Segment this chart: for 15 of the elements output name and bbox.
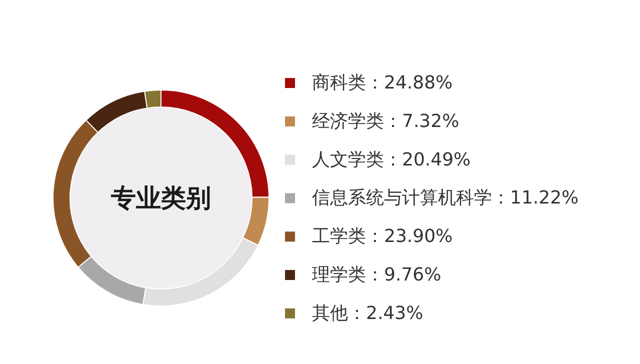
data-label: ：24.88% (366, 72, 453, 94)
text: 专业类别 (110, 184, 211, 212)
legend-label: 商科类 (312, 72, 366, 94)
legend-label: 经济学类 (312, 110, 384, 132)
data-label: ：2.43% (348, 302, 424, 324)
legend-label: 其他 (312, 302, 348, 324)
legend-label: 工学类 (312, 226, 366, 248)
data-label: ：20.49% (384, 149, 471, 170)
legend-label: 理学类 (312, 264, 366, 286)
legend-label: 信息系统与计算机科学 (312, 188, 492, 209)
data-label: ：9.76% (366, 264, 442, 286)
data-label: ：23.90% (366, 226, 453, 248)
data-label: ：11.22% (492, 188, 579, 209)
data-label: ：7.32% (384, 110, 460, 132)
legend-label: 人文学类 (312, 149, 384, 170)
